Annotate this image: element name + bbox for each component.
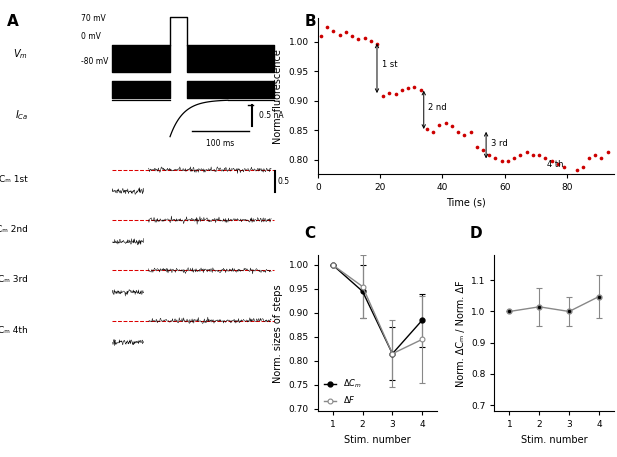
Point <box>484 152 494 159</box>
Point <box>404 84 413 91</box>
Point <box>603 149 613 156</box>
Text: Cₘ 1st: Cₘ 1st <box>0 175 28 184</box>
Point <box>491 154 500 162</box>
Point <box>397 86 407 94</box>
Point <box>478 146 488 153</box>
Text: Cₘ 3rd: Cₘ 3rd <box>0 276 28 284</box>
Text: D: D <box>470 226 482 241</box>
Point <box>553 160 563 168</box>
Point <box>422 125 432 133</box>
Point <box>597 154 607 162</box>
Point <box>416 86 426 94</box>
Point <box>590 152 600 159</box>
Point <box>503 158 513 165</box>
Point <box>528 152 538 159</box>
Text: A: A <box>7 14 19 29</box>
Text: $I_{Ca}$: $I_{Ca}$ <box>15 108 28 122</box>
Point <box>316 32 326 40</box>
Point <box>547 158 557 165</box>
Legend: $\Delta C_m$, $\Delta F$: $\Delta C_m$, $\Delta F$ <box>322 376 363 407</box>
Text: $V_m$: $V_m$ <box>14 47 28 61</box>
Point <box>428 128 438 136</box>
Point <box>384 90 394 97</box>
Point <box>341 29 350 36</box>
Point <box>571 166 581 174</box>
X-axis label: Time (s): Time (s) <box>446 198 486 208</box>
Text: 3 rd: 3 rd <box>491 138 508 148</box>
Text: 0.5 nA: 0.5 nA <box>259 111 284 120</box>
X-axis label: Stim. number: Stim. number <box>521 435 587 445</box>
Point <box>559 164 569 171</box>
Text: C: C <box>304 226 315 241</box>
Point <box>459 131 469 138</box>
Point <box>391 90 400 97</box>
Text: 0 mV: 0 mV <box>81 32 101 41</box>
Point <box>509 154 519 162</box>
Point <box>441 119 450 127</box>
Point <box>534 152 544 159</box>
Text: 70 mV: 70 mV <box>81 14 106 23</box>
Point <box>578 164 587 171</box>
Point <box>322 23 332 31</box>
Point <box>497 158 507 165</box>
Point <box>565 172 575 180</box>
Point <box>434 122 444 129</box>
Point <box>453 128 463 136</box>
Text: 1 st: 1 st <box>382 60 397 69</box>
Point <box>447 122 457 130</box>
Point <box>347 32 357 40</box>
Point <box>378 92 388 100</box>
Text: 2 nd: 2 nd <box>428 103 447 112</box>
Point <box>372 40 382 47</box>
Point <box>466 128 476 136</box>
Point <box>522 149 532 156</box>
Point <box>540 154 550 162</box>
Point <box>354 35 363 43</box>
Text: B: B <box>304 14 316 29</box>
Text: 0.5: 0.5 <box>277 177 289 186</box>
Point <box>366 37 376 44</box>
Text: Cₘ 2nd: Cₘ 2nd <box>0 225 28 234</box>
Y-axis label: Norm. sizes of steps: Norm. sizes of steps <box>273 284 283 383</box>
Text: 4 th: 4 th <box>547 160 563 169</box>
Text: -80 mV: -80 mV <box>81 57 109 66</box>
X-axis label: Stim. number: Stim. number <box>344 435 411 445</box>
Point <box>334 31 344 38</box>
Point <box>584 154 594 162</box>
Y-axis label: Norm. fluorescence: Norm. fluorescence <box>273 49 283 143</box>
Point <box>360 34 370 41</box>
Y-axis label: Norm. ΔCₘ / Norm. ΔF: Norm. ΔCₘ / Norm. ΔF <box>455 280 466 387</box>
Point <box>410 84 420 91</box>
Point <box>472 143 482 150</box>
Point <box>328 27 338 35</box>
Text: Cₘ 4th: Cₘ 4th <box>0 326 28 335</box>
Point <box>515 152 525 159</box>
Text: 100 ms: 100 ms <box>207 139 234 149</box>
